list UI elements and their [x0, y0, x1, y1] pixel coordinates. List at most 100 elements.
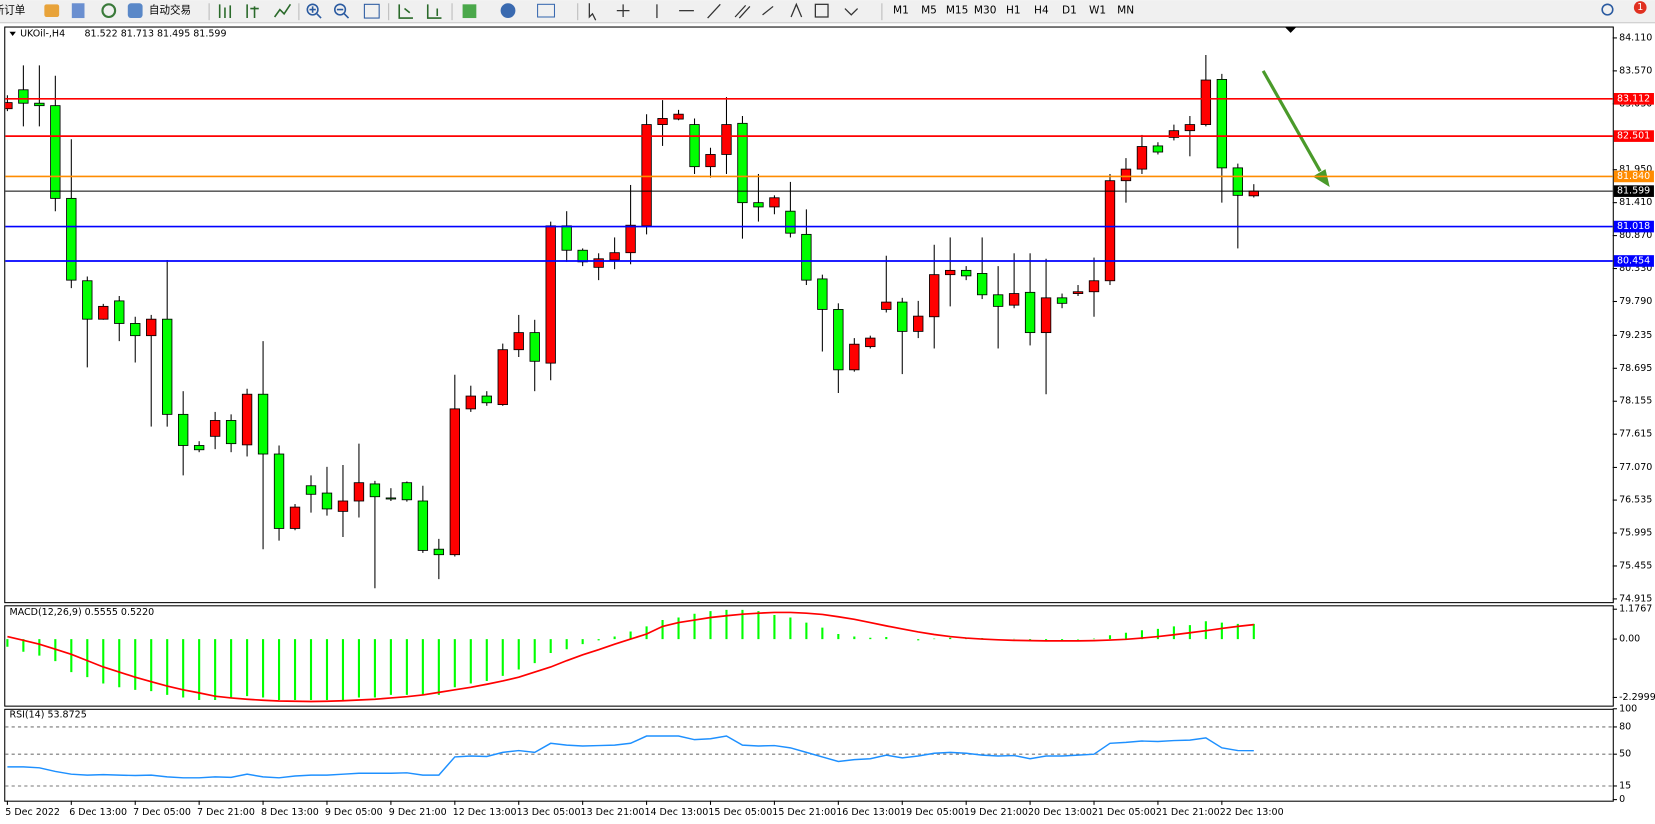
- x-tick-label: 19 Dec 21:00: [964, 807, 1028, 818]
- timeframe-button[interactable]: H1: [1006, 5, 1021, 17]
- candle-body: [449, 408, 460, 556]
- timeframe-button[interactable]: W1: [1089, 5, 1106, 17]
- candle-body: [209, 420, 221, 437]
- candle-body: [146, 318, 157, 337]
- icon[interactable]: [44, 4, 60, 17]
- trend-arrow: [1261, 70, 1322, 172]
- search-icon[interactable]: [1601, 3, 1614, 16]
- auto-trading-button[interactable]: 自动交易: [149, 4, 191, 17]
- candle-body: [1056, 297, 1068, 304]
- timeframe-button[interactable]: D1: [1062, 5, 1077, 17]
- y-tick-label: 81.950: [1619, 164, 1652, 175]
- plot-area: [5, 55, 1259, 589]
- x-tick-label: 16 Dec 13:00: [836, 807, 900, 818]
- templates-icon[interactable]: [537, 3, 556, 18]
- scroll-icons[interactable]: [398, 4, 442, 19]
- price-level-label: 82.501: [1617, 131, 1650, 142]
- y-tick-label: 84.110: [1619, 32, 1652, 43]
- notification-count: 1: [1637, 2, 1643, 13]
- candle-body: [1216, 78, 1228, 169]
- notification-badge[interactable]: [1633, 1, 1647, 14]
- candle-body: [1072, 291, 1084, 294]
- auto-trading-icon[interactable]: [127, 3, 143, 19]
- price-level-label: 80.454: [1617, 255, 1650, 266]
- periods-icon[interactable]: [500, 3, 516, 19]
- zoom-icons[interactable]: [306, 3, 350, 19]
- new-order-button[interactable]: 新订单: [0, 4, 25, 17]
- price-level-tag: [1613, 255, 1654, 267]
- candle-body: [945, 269, 956, 276]
- x-tick-label: 21 Dec 21:00: [1156, 807, 1220, 818]
- x-tick-label: 20 Dec 13:00: [1028, 807, 1092, 818]
- candle-body: [257, 393, 269, 455]
- candle-body: [1200, 79, 1212, 125]
- candle-body: [225, 420, 237, 445]
- chart-type-icons[interactable]: [218, 3, 292, 19]
- candle-body: [545, 225, 556, 364]
- candle-body: [66, 197, 77, 281]
- x-tick-label: 9 Dec 05:00: [325, 807, 383, 818]
- candle-body: [385, 497, 397, 500]
- price-level-label: 83.112: [1617, 93, 1650, 104]
- candle-body: [913, 315, 924, 332]
- shift-marker: [1285, 27, 1296, 33]
- icon[interactable]: [71, 3, 85, 19]
- candle-body: [1152, 145, 1164, 153]
- candle-body: [609, 252, 620, 261]
- y-tick-label: 15: [1619, 780, 1631, 791]
- y-tick-label: 83.570: [1619, 65, 1652, 76]
- candle-body: [689, 124, 700, 168]
- candle-body: [177, 413, 189, 446]
- timeframe-button[interactable]: MN: [1117, 5, 1134, 17]
- x-tick-label: 7 Dec 05:00: [133, 807, 191, 818]
- indicators-icon[interactable]: [462, 4, 477, 19]
- candle-body: [897, 301, 908, 332]
- panel-menu-icon[interactable]: [9, 31, 16, 37]
- x-tick-label: 13 Dec 05:00: [517, 807, 581, 818]
- x-tick-label: 13 Dec 21:00: [581, 807, 645, 818]
- timeframe-button[interactable]: M1: [893, 5, 909, 17]
- y-tick-label: 75.455: [1619, 560, 1652, 571]
- y-tick-label: 81.410: [1619, 197, 1652, 208]
- timeframe-button[interactable]: M30: [974, 5, 997, 17]
- y-tick-label: 0.00: [1619, 634, 1640, 645]
- icon[interactable]: [101, 3, 117, 19]
- candle-body: [1040, 297, 1052, 334]
- candle-body: [1248, 190, 1259, 197]
- y-tick-label: 50: [1619, 749, 1631, 760]
- timeframe-button[interactable]: H4: [1034, 5, 1049, 17]
- candle-body: [305, 485, 317, 495]
- candle-body: [1184, 124, 1196, 132]
- y-tick-label: 100: [1619, 703, 1637, 714]
- timeframe-button[interactable]: M5: [921, 5, 937, 17]
- candle-body: [114, 300, 125, 324]
- y-tick-label: 78.155: [1619, 396, 1652, 407]
- candle-body: [82, 280, 93, 320]
- candle-body: [353, 482, 365, 502]
- candle-body: [992, 294, 1004, 307]
- y-tick-label: 0: [1619, 794, 1625, 805]
- y-tick-label: 79.235: [1619, 330, 1652, 341]
- candle-body: [481, 395, 492, 404]
- chart-window: [0, 23, 1655, 824]
- candle-body: [721, 124, 732, 155]
- candle-body: [162, 318, 173, 415]
- tile-icon[interactable]: [363, 3, 380, 19]
- x-tick-label: 14 Dec 13:00: [644, 807, 708, 818]
- y-tick-label: 80.870: [1619, 230, 1652, 241]
- timeframe-bar: M1 M5 M15 M30 H1 H4 D1 W1 MN: [893, 5, 1134, 17]
- y-tick-label: 80: [1619, 721, 1631, 732]
- candle-body: [5, 102, 13, 110]
- drawing-tools[interactable]: [588, 2, 859, 21]
- candle-body: [1088, 280, 1100, 293]
- macd-signal-line: [7, 611, 1254, 703]
- candle-body: [833, 309, 844, 371]
- candle-body: [1168, 130, 1180, 138]
- rsi-line: [7, 735, 1254, 779]
- candle-body: [785, 210, 796, 234]
- candle-body: [1008, 293, 1020, 306]
- candle-body: [657, 118, 668, 125]
- price-level-tag: [1613, 170, 1654, 183]
- candle-body: [673, 113, 684, 120]
- timeframe-button[interactable]: M15: [946, 5, 969, 17]
